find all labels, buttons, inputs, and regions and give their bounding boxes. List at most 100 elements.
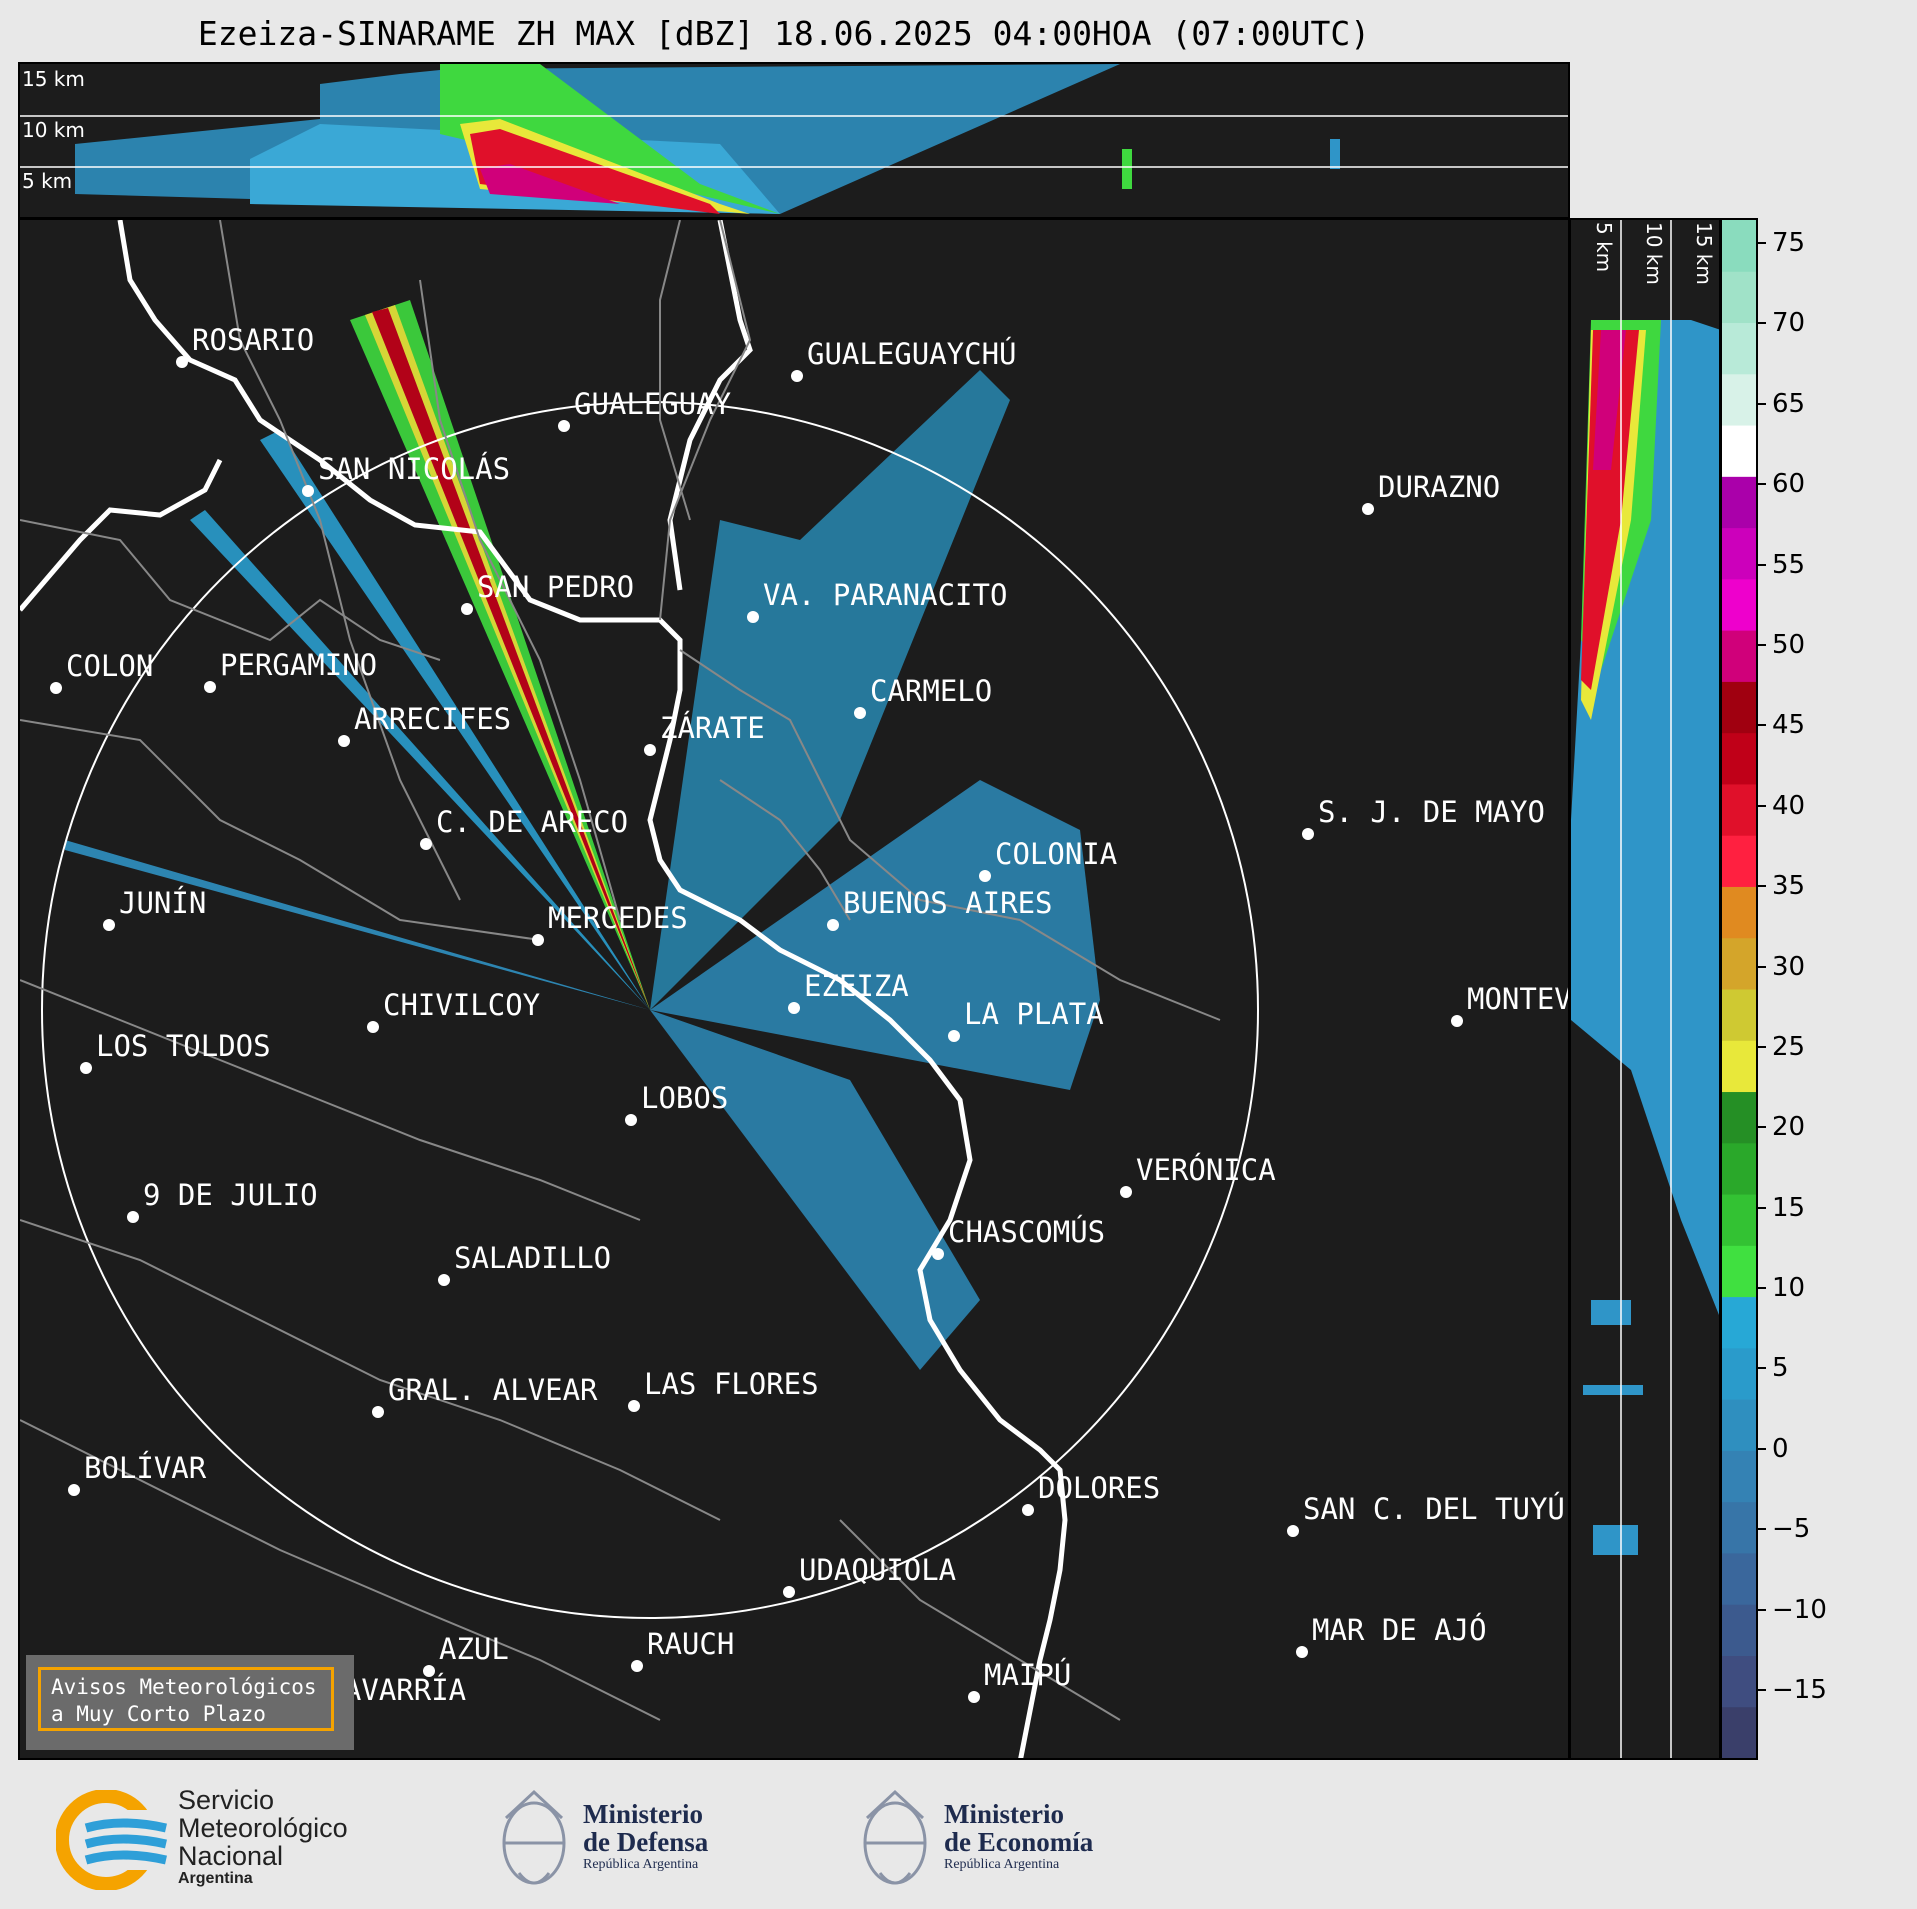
colorbar-tick-label: 5 <box>1772 1353 1789 1384</box>
city-label-los-toldos: LOS TOLDOS <box>96 1029 271 1063</box>
colorbar-tick-label: 35 <box>1772 871 1806 902</box>
administrative-borders <box>20 220 1221 1721</box>
colorbar-tick-label: 40 <box>1772 790 1806 821</box>
colorbar-segment <box>1722 886 1756 939</box>
colorbar-segment <box>1722 1501 1756 1554</box>
city-markers <box>50 356 1463 1718</box>
colorbar-segment <box>1722 989 1756 1041</box>
city-label-veronica: VERÓNICA <box>1136 1153 1276 1187</box>
echo-ray-northwest-2 <box>190 510 650 1010</box>
top-height-label-10: 10 km <box>22 118 85 142</box>
smn-logo-icon <box>56 1790 171 1890</box>
colorbar-tick-label: −15 <box>1772 1675 1827 1705</box>
colorbar-tick-label: 65 <box>1772 388 1806 419</box>
side-profile-echo-spot-3 <box>1593 1525 1638 1555</box>
colorbar-segment <box>1722 1194 1756 1246</box>
city-label-arrecifes: ARRECIFES <box>354 702 511 736</box>
colorbar-tick-mark <box>1758 965 1766 968</box>
smn-line-2: Meteorológico <box>178 1813 348 1843</box>
colorbar-segment <box>1722 1040 1756 1093</box>
city-label-chascomus: CHASCOMÚS <box>948 1215 1105 1249</box>
top-profile-echo-green <box>440 64 780 214</box>
colorbar-segment <box>1722 732 1756 785</box>
city-label-zarate: ZÁRATE <box>660 711 765 745</box>
city-label-gral-alvear: GRAL. ALVEAR <box>388 1373 598 1407</box>
colorbar-tick-mark <box>1758 483 1766 486</box>
city-label-lobos: LOBOS <box>641 1081 728 1115</box>
colorbar-tick-mark <box>1758 1206 1766 1209</box>
city-label-durazno: DURAZNO <box>1378 470 1500 504</box>
colorbar-tick-label: 0 <box>1772 1433 1789 1464</box>
colorbar-tick-label: 75 <box>1772 228 1806 258</box>
side-profile-echo-spot-2 <box>1583 1385 1643 1395</box>
radar-map-svg: ROSARIO GUALEGUAYCHÚ GUALEGUAY SAN NICOL… <box>20 220 1568 1758</box>
colorbar-segment <box>1722 1091 1756 1144</box>
colorbar-tick-mark <box>1758 804 1766 807</box>
radar-map-panel[interactable]: ROSARIO GUALEGUAYCHÚ GUALEGUAY SAN NICOL… <box>18 218 1570 1760</box>
city-label-mercedes: MERCEDES <box>548 901 688 935</box>
city-label-9-de-julio: 9 DE JULIO <box>143 1178 318 1212</box>
colorbar-tick-label: 30 <box>1772 951 1806 982</box>
city-label-udaquiola: UDAQUIOLA <box>799 1553 956 1587</box>
city-label-sj-de-mayo: S. J. DE MAYO <box>1318 795 1545 829</box>
colorbar-tick-mark <box>1758 1126 1766 1129</box>
colorbar-tick-mark <box>1758 1367 1766 1370</box>
city-label-junin: JUNÍN <box>119 886 206 920</box>
colorbar <box>1720 218 1758 1760</box>
colorbar-segment <box>1722 1142 1756 1195</box>
echo-ray-west-long <box>65 840 650 1010</box>
colorbar-segment <box>1722 578 1756 631</box>
colorbar-segment <box>1722 1347 1756 1400</box>
colorbar-segment <box>1722 783 1756 836</box>
top-height-label-15: 15 km <box>22 67 85 91</box>
colorbar-tick-label: 45 <box>1772 710 1806 741</box>
coastline-river <box>117 220 1068 1758</box>
city-label-colonia: COLONIA <box>995 837 1117 871</box>
side-height-label-5: 5 km <box>1592 222 1616 272</box>
city-label-san-c-del-tuyu: SAN C. DEL TUYÚ <box>1303 1492 1565 1526</box>
city-label-san-pedro: SAN PEDRO <box>477 570 634 604</box>
warning-box[interactable]: Avisos Meteorológicos a Muy Corto Plazo <box>26 1655 354 1750</box>
colorbar-segment <box>1722 425 1756 477</box>
colorbar-tick-mark <box>1758 242 1766 244</box>
warning-line-2: a Muy Corto Plazo <box>51 1702 266 1726</box>
city-label-mar-de-ajo: MAR DE AJÓ <box>1312 1613 1487 1647</box>
page-title: Ezeiza-SINARAME ZH MAX [dBZ] 18.06.2025 … <box>197 14 1371 53</box>
city-label-bolivar: BOLÍVAR <box>84 1451 207 1485</box>
colorbar-tick-mark <box>1758 724 1766 727</box>
colorbar-segment <box>1722 681 1756 734</box>
colorbar-svg <box>1722 220 1756 1758</box>
city-label-gualeguaychu: GUALEGUAYCHÚ <box>807 337 1017 371</box>
colorbar-segment <box>1722 1604 1756 1656</box>
colorbar-segment <box>1722 1655 1756 1708</box>
colorbar-tick-label: −10 <box>1772 1594 1827 1625</box>
top-profile-svg: 15 km 10 km 5 km <box>20 64 1568 214</box>
colorbar-segment <box>1722 476 1756 529</box>
smn-line-3: Nacional <box>178 1841 284 1871</box>
warning-line-1: Avisos Meteorológicos <box>51 1675 317 1699</box>
colorbar-segment <box>1722 1399 1756 1451</box>
colorbar-segment <box>1722 1296 1756 1349</box>
city-label-saladillo: SALADILLO <box>454 1241 611 1275</box>
warning-box-border[interactable]: Avisos Meteorológicos a Muy Corto Plazo <box>38 1667 334 1731</box>
colorbar-tick-label: 15 <box>1772 1192 1806 1223</box>
economia-line-1: Ministerio <box>944 1799 1064 1829</box>
smn-line-4: Argentina <box>178 1870 253 1887</box>
city-label-colon: COLON <box>66 649 153 683</box>
colorbar-tick-label: −5 <box>1772 1514 1811 1545</box>
side-height-profile-panel: 5 km 10 km 15 km <box>1569 218 1721 1760</box>
top-height-label-5: 5 km <box>22 169 72 193</box>
economia-coat-of-arms-icon <box>863 1789 927 1885</box>
colorbar-tick-mark <box>1758 1045 1766 1048</box>
city-label-dolores: DOLORES <box>1038 1471 1160 1505</box>
top-height-profile-panel: 15 km 10 km 5 km <box>18 62 1570 219</box>
echo-fan-east <box>650 780 1100 1090</box>
colorbar-segment <box>1722 1552 1756 1605</box>
colorbar-segment <box>1722 220 1756 272</box>
city-label-la-plata: LA PLATA <box>964 997 1104 1031</box>
city-label-carmelo: CARMELO <box>870 674 992 708</box>
city-label-c-de-areco: C. DE ARECO <box>436 805 628 839</box>
city-label-va-paranacito: VA. PARANACITO <box>763 578 1007 612</box>
colorbar-segment <box>1722 835 1756 887</box>
defensa-coat-of-arms-icon <box>502 1789 566 1885</box>
